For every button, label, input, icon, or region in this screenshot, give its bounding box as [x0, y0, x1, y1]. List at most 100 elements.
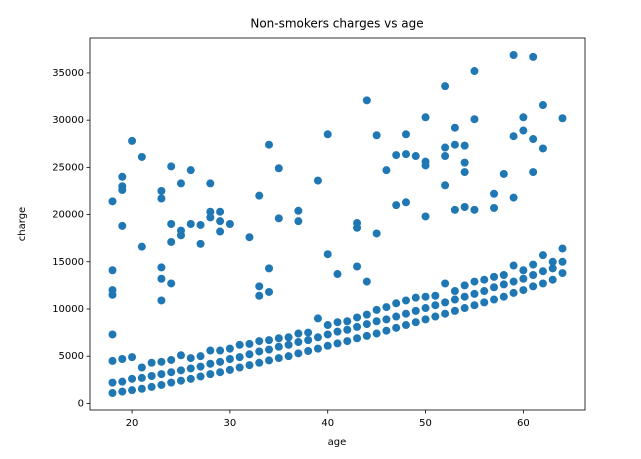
point	[421, 212, 430, 221]
point	[333, 339, 342, 348]
point	[353, 262, 362, 271]
point	[206, 179, 215, 188]
point	[323, 341, 332, 350]
point	[137, 242, 146, 251]
point	[176, 231, 185, 240]
point	[304, 328, 313, 337]
point	[304, 336, 313, 345]
point	[333, 318, 342, 327]
point	[558, 269, 567, 278]
point	[509, 132, 518, 141]
point	[313, 333, 322, 342]
point	[167, 279, 176, 288]
point	[255, 358, 264, 367]
point	[167, 368, 176, 377]
point	[421, 113, 430, 122]
point	[196, 239, 205, 248]
point	[157, 194, 166, 203]
point	[313, 314, 322, 323]
point	[176, 179, 185, 188]
point	[450, 306, 459, 315]
point	[519, 274, 528, 283]
point	[284, 333, 293, 342]
point	[519, 286, 528, 295]
point	[401, 150, 410, 159]
point	[362, 277, 371, 286]
point	[255, 282, 264, 291]
point	[353, 334, 362, 343]
point	[362, 320, 371, 329]
point	[490, 283, 499, 292]
point	[225, 355, 234, 364]
point	[304, 346, 313, 355]
point	[255, 337, 264, 346]
y-tick-label: 10000	[52, 304, 84, 315]
point	[265, 287, 274, 296]
point	[470, 205, 479, 214]
point	[108, 356, 117, 365]
point	[216, 217, 225, 226]
point	[480, 275, 489, 284]
point	[323, 130, 332, 139]
point	[499, 292, 508, 301]
point	[176, 366, 185, 375]
point	[274, 334, 283, 343]
point	[558, 257, 567, 266]
point	[538, 101, 547, 110]
point	[294, 329, 303, 338]
point	[196, 372, 205, 381]
x-tick-label: 50	[419, 418, 432, 429]
point	[460, 168, 469, 177]
point	[343, 325, 352, 334]
point	[538, 144, 547, 153]
point	[294, 206, 303, 215]
point	[392, 201, 401, 210]
point	[274, 342, 283, 351]
point	[245, 339, 254, 348]
point	[235, 363, 244, 372]
point	[274, 354, 283, 363]
point	[509, 277, 518, 286]
point	[235, 353, 244, 362]
point	[421, 292, 430, 301]
point	[216, 346, 225, 355]
point	[460, 281, 469, 290]
point	[499, 280, 508, 289]
point	[401, 309, 410, 318]
y-axis-label: charge	[17, 207, 28, 241]
point	[108, 330, 117, 339]
point	[265, 345, 274, 354]
point	[372, 229, 381, 238]
point	[225, 344, 234, 353]
point	[362, 96, 371, 105]
point	[470, 289, 479, 298]
point	[313, 344, 322, 353]
point	[480, 287, 489, 296]
y-tick-label: 35000	[52, 68, 84, 79]
point	[147, 382, 156, 391]
point	[441, 279, 450, 288]
point	[529, 260, 538, 269]
point	[441, 298, 450, 307]
point	[401, 198, 410, 207]
point	[548, 275, 557, 284]
point	[392, 312, 401, 321]
point	[490, 272, 499, 281]
point	[157, 357, 166, 366]
y-tick-label: 25000	[52, 162, 84, 173]
point	[206, 346, 215, 355]
point	[529, 135, 538, 144]
point	[490, 203, 499, 212]
point	[460, 304, 469, 313]
point	[186, 220, 195, 228]
point	[382, 166, 391, 175]
point	[441, 152, 450, 161]
point	[167, 162, 176, 171]
point	[323, 250, 332, 259]
point	[372, 305, 381, 314]
point	[128, 374, 137, 383]
point	[128, 386, 137, 395]
point	[245, 350, 254, 359]
point	[538, 267, 547, 276]
